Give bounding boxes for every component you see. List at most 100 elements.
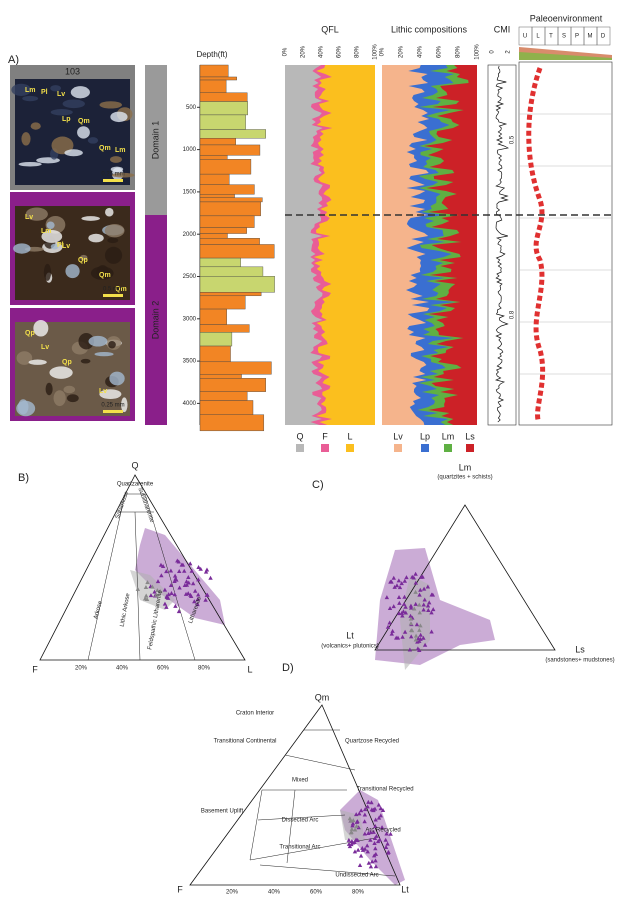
lithology-bed	[199, 79, 227, 93]
sample	[399, 581, 404, 586]
sample	[186, 591, 191, 596]
sample	[362, 819, 367, 824]
label: 80%	[355, 45, 361, 58]
legend-swatch	[444, 444, 452, 452]
lithology-bed	[199, 391, 248, 401]
sample	[425, 603, 431, 608]
sample	[352, 849, 358, 854]
lithology-bed	[199, 361, 272, 375]
grain	[63, 385, 76, 394]
sample	[400, 634, 405, 639]
sample	[182, 583, 188, 588]
label: D)	[282, 662, 294, 674]
sample	[418, 587, 423, 592]
lithology-bed	[199, 378, 266, 392]
sample	[408, 603, 414, 608]
sample	[371, 853, 377, 858]
sample	[385, 850, 391, 855]
sample	[389, 579, 394, 584]
label: Qm	[115, 286, 127, 293]
label: 1500	[183, 189, 197, 195]
sample	[374, 833, 379, 838]
sample	[357, 863, 363, 868]
sample	[366, 799, 371, 804]
label: 100%	[475, 44, 481, 60]
field-line	[144, 493, 196, 661]
label: Lp	[62, 116, 71, 123]
label: 40%	[268, 890, 281, 896]
grain	[25, 207, 48, 221]
label: 4000	[183, 401, 197, 407]
sample	[164, 604, 169, 609]
sample	[379, 825, 385, 830]
sample	[371, 808, 376, 813]
sample	[353, 837, 359, 842]
sample	[426, 607, 431, 612]
sample	[158, 562, 164, 567]
label: 0.5	[510, 135, 516, 144]
label: Ls	[465, 431, 475, 441]
label: L	[347, 431, 352, 441]
sample	[413, 601, 418, 606]
sample	[417, 602, 422, 607]
label: Lv	[393, 431, 403, 441]
sample	[369, 800, 374, 805]
sample	[394, 583, 400, 588]
field-line	[134, 511, 141, 661]
label: 20%	[226, 890, 239, 896]
legend-swatch	[346, 444, 354, 452]
sample	[203, 597, 208, 602]
sample	[376, 802, 381, 807]
grain	[51, 136, 74, 155]
sample	[413, 637, 419, 642]
label: Arkose	[93, 600, 104, 620]
label: Quartzose Recycled	[345, 739, 399, 745]
label: 3500	[183, 359, 197, 365]
lithology-bed	[199, 194, 235, 198]
label: Qp	[78, 257, 88, 264]
sample	[413, 571, 418, 576]
sample	[350, 821, 356, 826]
label: 20%	[399, 45, 405, 58]
sample	[195, 597, 200, 602]
grain	[99, 389, 122, 400]
sample	[377, 837, 382, 842]
sample	[413, 633, 419, 638]
grain	[96, 265, 109, 279]
sample	[186, 580, 191, 585]
label: F	[32, 664, 38, 674]
grain	[104, 223, 125, 238]
label: Qm	[99, 145, 111, 152]
label: Lm	[25, 87, 36, 94]
sample	[417, 610, 422, 615]
legend-swatch	[321, 444, 329, 452]
label: Q	[131, 460, 138, 470]
grain	[53, 390, 66, 407]
sample	[352, 840, 357, 845]
label: 40%	[418, 45, 424, 58]
sample	[152, 589, 157, 594]
label: Qp	[25, 330, 35, 337]
sample	[373, 824, 378, 829]
label: 500	[186, 105, 197, 111]
sample	[184, 579, 189, 584]
sample	[413, 589, 418, 594]
sample	[348, 818, 354, 823]
sample	[349, 826, 355, 831]
label: S	[562, 34, 566, 40]
sample	[358, 808, 364, 813]
sample	[380, 807, 386, 812]
sample	[421, 602, 426, 607]
label: Qp	[62, 359, 72, 366]
lithology-bed	[199, 400, 254, 415]
lithology-bed	[199, 129, 266, 139]
label: Transitional Arc	[279, 845, 320, 851]
sample	[384, 831, 389, 836]
label: C)	[312, 479, 324, 491]
sample	[429, 592, 434, 597]
label: 60%	[437, 45, 443, 58]
label: D	[601, 34, 606, 40]
sample	[368, 830, 373, 835]
sample	[177, 585, 182, 590]
lithology-bed	[199, 266, 264, 277]
